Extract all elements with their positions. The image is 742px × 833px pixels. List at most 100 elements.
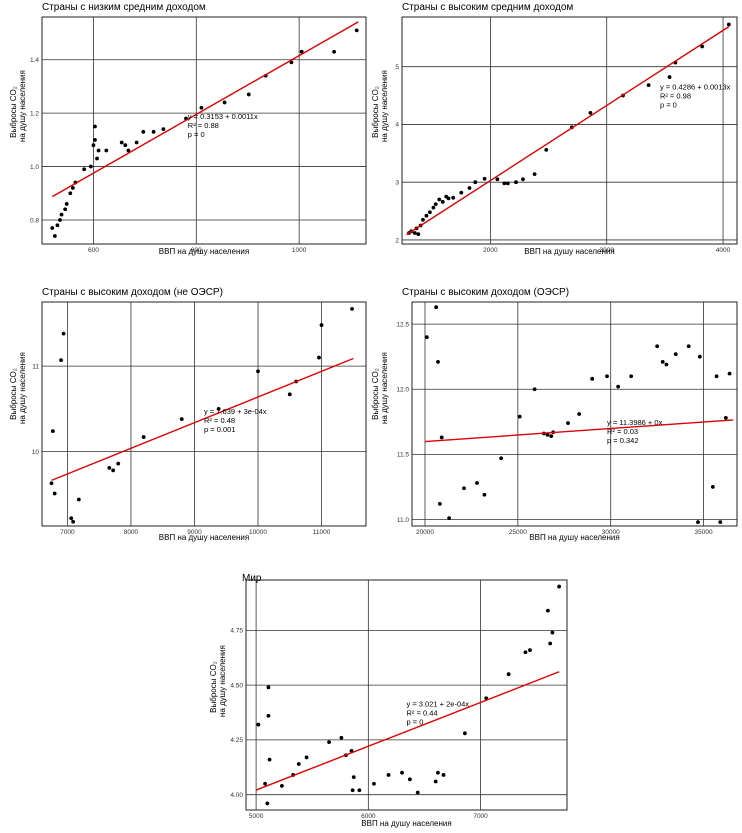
data-point	[421, 217, 425, 222]
data-point	[71, 519, 76, 524]
y-tick-label: 4	[395, 122, 399, 129]
data-point	[50, 226, 55, 230]
y-axis-label: Выбросы CO₂ на душу населения	[9, 70, 27, 142]
x-tick-label: 5000	[249, 813, 264, 820]
data-point	[265, 801, 270, 806]
data-point	[686, 344, 691, 349]
data-point	[93, 137, 97, 142]
regression-equation: y = 3.021 + 2e-04x	[407, 700, 470, 709]
data-point	[475, 481, 479, 485]
data-point	[557, 584, 562, 589]
data-point	[161, 127, 166, 132]
data-point	[412, 231, 417, 235]
x-tick-label: 8000	[124, 529, 139, 536]
data-point	[473, 180, 478, 185]
data-point	[317, 355, 321, 360]
data-point	[505, 181, 510, 186]
data-point	[424, 335, 429, 340]
data-point	[350, 788, 355, 793]
y-axis-label: Выбросы CO₂ на душу населения	[9, 352, 27, 424]
data-point	[616, 384, 621, 389]
data-point	[63, 207, 68, 212]
data-point	[287, 392, 292, 397]
data-point	[256, 722, 261, 727]
data-point	[433, 779, 438, 784]
data-point	[52, 491, 57, 496]
data-point	[718, 520, 723, 524]
chart-panel-low-middle-income: Страны с низким средним доходом Выбросы …	[0, 0, 371, 265]
data-point	[433, 202, 438, 207]
r-squared: R² = 0.44	[407, 709, 438, 718]
regression-equation: y = 0.3153 + 0.0011x	[188, 112, 258, 121]
regression-line	[424, 419, 734, 443]
regression-line	[51, 357, 354, 481]
x-tick-label: 7000	[473, 813, 488, 820]
data-point	[95, 156, 99, 161]
scatter-plot: 7000 8000 9000 10000 11000 10 11 y = 7.639 + 3e…	[32, 301, 367, 536]
chart-panel-high-income-oecd: Страны с высоким доходом (ОЭСР) Выбросы …	[371, 282, 742, 547]
r-squared: R² = 0.48	[204, 416, 235, 425]
data-point	[544, 147, 549, 152]
r-squared: R² = 0.98	[660, 92, 691, 101]
data-point	[141, 129, 146, 134]
data-point	[372, 781, 376, 786]
y-tick-label: 4.75	[230, 628, 243, 635]
data-point	[407, 777, 412, 782]
data-point	[256, 369, 260, 374]
regression-equation: y = 0.4286 + 0.0013x	[660, 83, 731, 92]
data-point	[299, 49, 304, 54]
data-point	[134, 140, 139, 145]
data-point	[726, 22, 731, 27]
data-point	[462, 486, 466, 491]
chart-title: Страны с низким средним доходом	[42, 2, 206, 13]
regression-equation: y = 11.3986 + 0x	[607, 418, 663, 427]
data-point	[76, 497, 81, 502]
data-point	[416, 232, 421, 237]
data-point	[123, 143, 128, 148]
data-point	[415, 790, 420, 795]
x-tick-label: 25000	[509, 529, 527, 536]
data-point	[304, 755, 309, 760]
chart-panel-high-income-non-oecd: Страны с высоким доходом (не ОЭСР) Выбро…	[0, 282, 371, 547]
data-point	[447, 516, 452, 521]
data-point	[439, 435, 444, 440]
data-point	[68, 191, 73, 196]
data-point	[69, 516, 74, 521]
data-point	[428, 210, 432, 215]
x-tick-label: 10000	[249, 529, 267, 536]
data-point	[52, 234, 57, 238]
data-point	[441, 773, 446, 777]
regression-line	[255, 671, 560, 791]
data-point	[58, 218, 62, 222]
data-point	[126, 148, 131, 153]
x-tick-label: 1000	[292, 247, 307, 254]
r-squared: R² = 0.88	[188, 121, 219, 130]
y-tick-label: 4.00	[230, 792, 243, 799]
data-point	[495, 177, 500, 182]
data-point	[296, 762, 301, 766]
data-point	[577, 412, 582, 416]
chart-panel-world: Мир Выбросы CO₂ на душу населения 5000 60…	[200, 568, 570, 833]
chart-panel-upper-middle-income: Страны с высоким средним доходом Выбросы…	[371, 0, 742, 265]
data-point	[437, 501, 442, 506]
x-tick-label: 4000	[716, 247, 731, 254]
data-point	[727, 371, 732, 376]
data-point	[96, 148, 101, 153]
plot-frame	[401, 16, 738, 245]
data-point	[697, 354, 702, 359]
data-point	[545, 432, 550, 437]
x-tick-label: 9000	[187, 529, 202, 536]
x-tick-label: 6000	[361, 813, 376, 820]
data-point	[266, 685, 271, 690]
regression-equation: y = 7.639 + 3e-04x	[204, 407, 267, 416]
x-axis-label: ВВП на душу населения	[158, 533, 250, 542]
chart-title: Страны с высоким доходом (ОЭСР)	[402, 287, 570, 298]
plot-frame	[41, 16, 367, 245]
x-tick-label: 20000	[416, 529, 434, 536]
data-point	[93, 124, 97, 129]
data-point	[629, 374, 634, 379]
x-axis-label: ВВП на душу населения	[524, 247, 615, 256]
data-point	[700, 44, 705, 49]
data-point	[517, 414, 522, 419]
